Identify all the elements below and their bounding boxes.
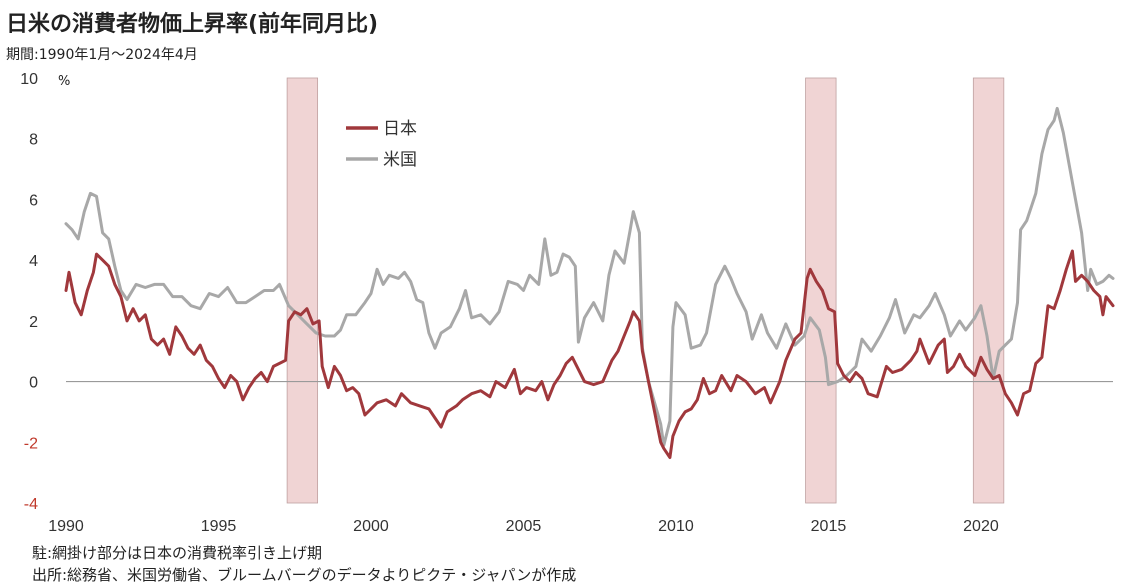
y-tick-label: 2 — [29, 314, 38, 331]
chart-title: 日米の消費者物価上昇率(前年同月比) — [6, 12, 379, 37]
x-tick-label: 2000 — [353, 518, 389, 535]
note-shading: 駐:網掛け部分は日本の消費税率引き上げ期 — [32, 544, 323, 562]
y-tick-label: -4 — [24, 496, 38, 513]
x-tick-label: 1990 — [48, 518, 84, 535]
series-lines — [64, 106, 1115, 459]
y-tick-label: -2 — [24, 435, 38, 452]
y-tick-label: 10 — [20, 71, 38, 88]
x-tick-label: 2005 — [506, 518, 542, 535]
shaded-period-2 — [972, 77, 1005, 504]
y-tick-label: 6 — [29, 192, 38, 209]
shaded-periods — [286, 77, 1005, 504]
x-axis-ticks: 1990 1995 2000 2005 2010 2015 2020 — [48, 518, 999, 535]
chart-subtitle: 期間:1990年1月〜2024年4月 — [6, 47, 198, 63]
legend-label: 日本 — [383, 119, 417, 139]
y-axis-ticks: -4 -2 0 2 4 6 8 10 — [20, 71, 38, 513]
series-line-us — [64, 106, 1115, 447]
shaded-period-0 — [286, 77, 319, 504]
note-source: 出所:総務省、米国労働省、ブルームバーグのデータよりピクテ・ジャパンが作成 — [32, 566, 577, 584]
x-tick-label: 2010 — [658, 518, 694, 535]
y-tick-label: 8 — [29, 132, 38, 149]
series-line-japan — [64, 249, 1115, 459]
x-tick-label: 1995 — [201, 518, 237, 535]
x-tick-label: 2015 — [811, 518, 847, 535]
y-tick-label: 4 — [29, 253, 38, 270]
x-tick-label: 2020 — [963, 518, 999, 535]
y-tick-label: 0 — [29, 375, 38, 392]
y-axis-unit: % — [58, 74, 71, 89]
legend-label: 米国 — [383, 150, 417, 170]
